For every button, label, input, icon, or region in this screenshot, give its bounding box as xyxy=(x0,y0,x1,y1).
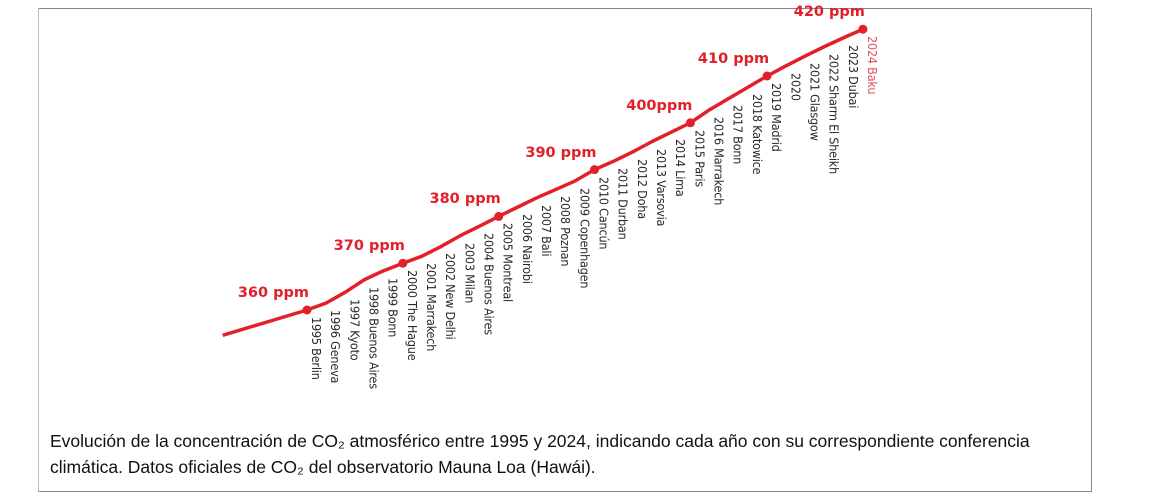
year-conference-label: 2007 Bali xyxy=(539,204,555,256)
year-conference-label: 2020 xyxy=(788,72,804,101)
ppm-annotation: 390 ppm xyxy=(525,144,597,161)
year-conference-label: 2004 Buenos Aires xyxy=(481,233,497,336)
year-conference-label: 1997 Kyoto xyxy=(347,299,363,361)
year-conference-label: 2023 Dubai xyxy=(845,44,861,108)
year-conference-label: 2000 The Hague xyxy=(404,270,420,361)
year-conference-label: 1999 Bonn xyxy=(385,277,401,337)
year-conference-label: 2022 Sharm El Sheikh xyxy=(826,53,842,174)
year-conference-label: 1996 Geneva xyxy=(328,309,344,384)
year-conference-label: 2003 Milan xyxy=(462,242,478,303)
year-conference-label: 2015 Paris xyxy=(692,129,708,187)
ppm-marker xyxy=(494,211,504,221)
ppm-annotation: 370 ppm xyxy=(333,238,405,255)
ppm-marker xyxy=(302,305,312,315)
ppm-marker xyxy=(858,24,868,34)
year-conference-label: 2018 Katowice xyxy=(749,94,765,175)
year-conference-label: 2011 Durban xyxy=(615,168,631,240)
ppm-marker xyxy=(685,118,695,128)
year-conference-label: 2019 Madrid xyxy=(769,83,785,152)
year-conference-label: 2010 Cancún xyxy=(596,176,612,249)
year-conference-label: 2021 Glasgow xyxy=(807,62,823,141)
year-conference-label: 2002 New Delhi xyxy=(443,253,459,340)
year-conference-label: 1995 Berlin xyxy=(309,317,324,380)
ppm-annotation: 360 ppm xyxy=(237,285,309,301)
figure-caption: Evolución de la concentración de CO₂ atm… xyxy=(50,431,1030,477)
ppm-annotation: 400ppm xyxy=(626,97,693,114)
ppm-annotation: 420 ppm xyxy=(793,4,865,21)
co2-line-chart xyxy=(222,24,868,337)
year-conference-label: 2013 Varsovia xyxy=(654,148,670,226)
ppm-annotation: 380 ppm xyxy=(429,191,501,208)
year-conference-label: 2016 Marrakech xyxy=(711,116,727,205)
ppm-annotation: 410 ppm xyxy=(697,51,770,67)
figure-frame xyxy=(38,8,1092,492)
ppm-marker xyxy=(398,258,408,268)
year-conference-label: 2014 Lima xyxy=(673,139,689,197)
co2-chart: 360 ppm 370 ppm 380 ppm 390 ppm 400ppm 410 pp… xyxy=(222,4,880,389)
year-conference-label: 2012 Doha xyxy=(634,158,650,219)
year-conference-label: 2008 Poznan xyxy=(558,196,574,267)
year-conference-label: 2009 Copenhagen xyxy=(577,187,593,289)
year-conference-label: 2001 Marrakech xyxy=(424,263,440,352)
year-conference-label: 2006 Nairobi xyxy=(519,214,535,284)
year-conference-label: 2017 Bonn xyxy=(730,105,746,165)
year-conference-label: 2005 Montreal xyxy=(500,223,516,303)
year-conference-label: 1998 Buenos Aires xyxy=(366,286,382,389)
year-conference-label: 2024 Baku xyxy=(864,36,880,95)
ppm-marker xyxy=(762,71,772,81)
ppm-marker xyxy=(590,165,600,175)
